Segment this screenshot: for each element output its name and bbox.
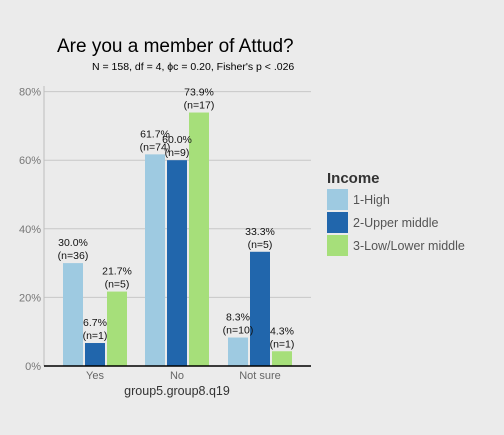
bar-percent-label: 73.9% [184, 87, 214, 99]
x-tick-label: No [170, 370, 184, 382]
bar-count-label: (n=17) [184, 100, 215, 112]
bar-count-label: (n=5) [105, 279, 130, 291]
bars [63, 112, 292, 366]
legend-title: Income [327, 170, 380, 187]
bar [228, 337, 248, 366]
legend-item-label: 3-Low/Lower middle [353, 239, 465, 253]
bar [272, 351, 292, 366]
legend-swatch [327, 189, 348, 210]
chart-title: Are you a member of Attud? [57, 36, 294, 57]
y-tick-label: 40% [19, 224, 41, 236]
legend-swatch [327, 235, 348, 256]
y-tick-label: 20% [19, 292, 41, 304]
bar [63, 263, 83, 366]
bar-count-label: (n=10) [223, 325, 254, 337]
legend-swatch [327, 212, 348, 233]
bar [107, 291, 127, 366]
bar-percent-label: 33.3% [245, 226, 275, 238]
x-axis-label: group5.group8.q19 [124, 384, 230, 398]
bar [250, 251, 270, 366]
x-tick-label: Not sure [239, 370, 281, 382]
bar [167, 160, 187, 366]
bar-percent-label: 30.0% [58, 237, 88, 249]
bar [145, 154, 165, 366]
bar-percent-label: 8.3% [226, 312, 250, 324]
legend-item-label: 2-Upper middle [353, 216, 439, 230]
bar-count-label: (n=5) [248, 239, 273, 251]
bar-count-label: (n=74) [140, 141, 171, 153]
bar [85, 343, 105, 366]
x-tick-label: Yes [86, 370, 104, 382]
y-tick-label: 80% [19, 87, 41, 99]
bar-percent-label: 61.7% [140, 128, 170, 140]
bar-percent-label: 60.0% [162, 134, 192, 146]
y-tick-label: 0% [25, 361, 41, 373]
axes: 0% 20% 40% 60% 80% Yes No Not sure [19, 86, 311, 382]
bar-percent-label: 6.7% [83, 317, 107, 329]
bar-labels: 30.0%(n=36)6.7%(n=1)21.7%(n=5)61.7%(n=74… [58, 87, 295, 351]
bar-count-label: (n=1) [270, 338, 295, 350]
legend-item-label: 1-High [353, 193, 390, 207]
bar-count-label: (n=9) [165, 147, 190, 159]
y-tick-label: 60% [19, 155, 41, 167]
bar-percent-label: 4.3% [270, 325, 294, 337]
bar-count-label: (n=1) [83, 330, 108, 342]
legend: Income 1-High 2-Upper middle 3-Low/Lower m… [327, 170, 465, 256]
bar-count-label: (n=36) [58, 250, 89, 262]
chart-subtitle: N = 158, df = 4, ϕc = 0.20, Fisher's p <… [92, 61, 294, 73]
bar [189, 112, 209, 366]
bar-percent-label: 21.7% [102, 266, 132, 278]
